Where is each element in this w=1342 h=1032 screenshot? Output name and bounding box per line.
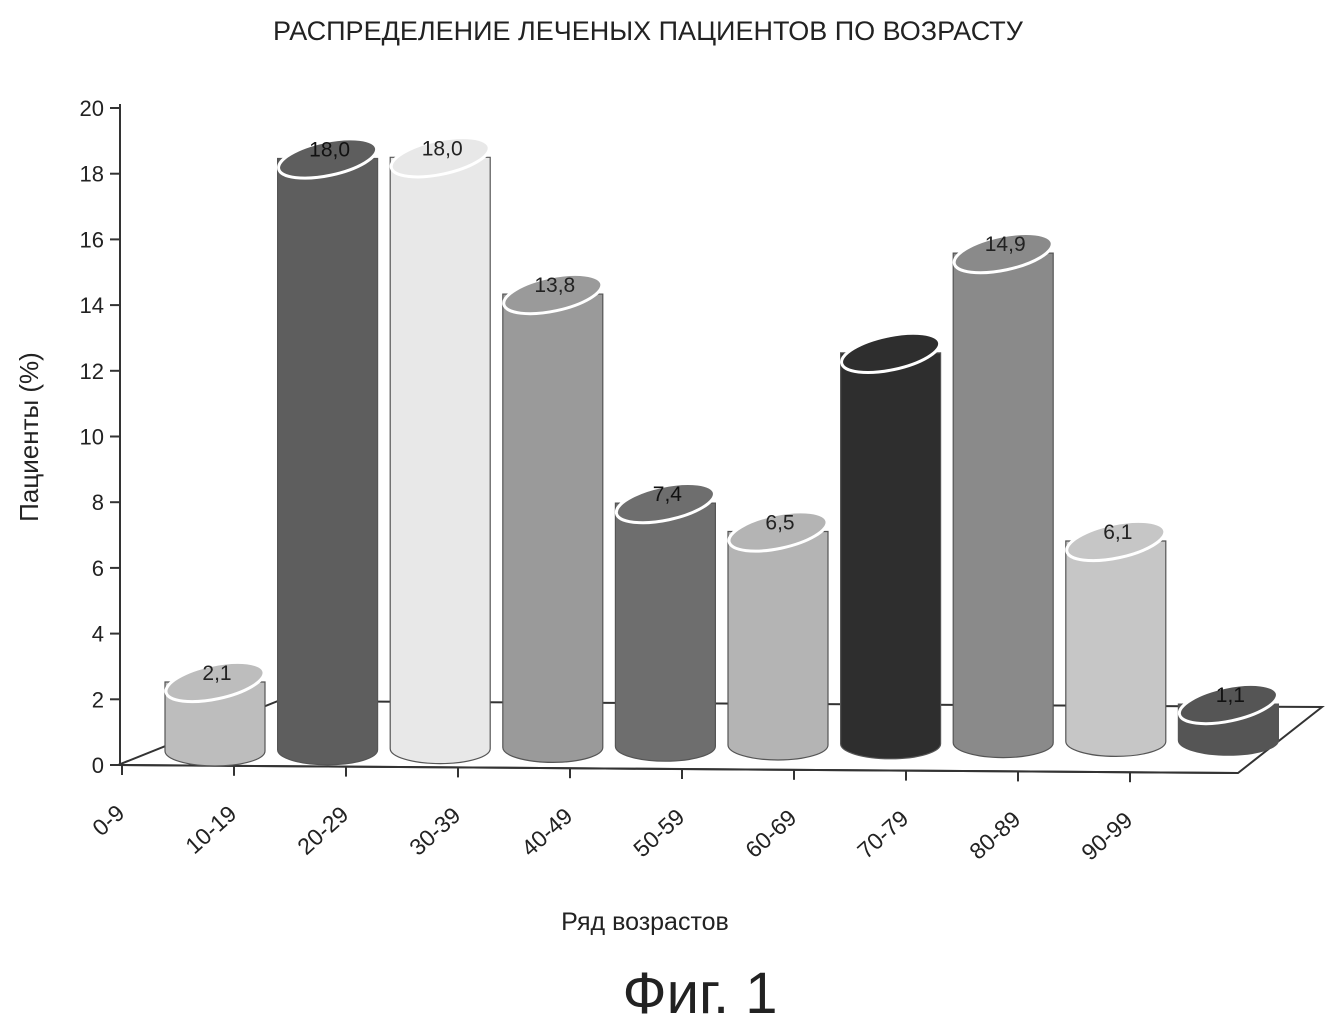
y-tick-label: 12 bbox=[80, 359, 104, 384]
x-tick-label: 0-9 bbox=[87, 799, 129, 841]
bar-value-label: 6,5 bbox=[765, 511, 794, 534]
y-tick-label: 8 bbox=[92, 490, 104, 515]
y-tick-label: 4 bbox=[92, 622, 104, 647]
bar-top bbox=[502, 272, 604, 316]
bar-value-label: 18,0 bbox=[422, 137, 463, 160]
bar-value-label: 1,1 bbox=[1216, 684, 1245, 707]
y-tick-label: 18 bbox=[80, 162, 104, 187]
x-tick-label: 40-49 bbox=[516, 803, 577, 862]
bar-cylinder-70-79 bbox=[952, 232, 1054, 759]
bar-cylinder-50-59 bbox=[727, 510, 829, 761]
y-tick-label: 20 bbox=[80, 96, 104, 121]
bar-body bbox=[389, 156, 491, 765]
x-tick-label: 10-19 bbox=[180, 800, 241, 859]
bar-value-label: 14,9 bbox=[985, 233, 1026, 256]
bar-body bbox=[277, 157, 379, 766]
x-tick-label: 30-39 bbox=[404, 802, 465, 861]
bar-body bbox=[727, 530, 829, 761]
y-tick-label: 14 bbox=[80, 293, 104, 318]
bar-top bbox=[277, 137, 379, 180]
bar-top bbox=[1065, 519, 1167, 563]
x-tick-label: 80-89 bbox=[964, 806, 1025, 865]
bar-cylinder-90-99 bbox=[1177, 682, 1279, 756]
y-axis-label: Пациенты (%) bbox=[14, 352, 44, 522]
bar-cylinder-30-39 bbox=[502, 272, 604, 763]
bar-value-label: 13,8 bbox=[534, 274, 575, 297]
bar-value-label: 6,1 bbox=[1103, 521, 1132, 544]
x-axis-line bbox=[119, 764, 1239, 774]
bar-top bbox=[164, 660, 266, 704]
bar-cylinder-80-89 bbox=[1065, 519, 1167, 757]
bar-body bbox=[502, 293, 604, 763]
bar-body bbox=[1065, 540, 1167, 757]
bar-body bbox=[614, 502, 716, 762]
bar-top bbox=[614, 481, 716, 525]
x-tick-label: 70-79 bbox=[852, 805, 913, 864]
bar-top bbox=[727, 510, 829, 553]
x-axis-label: Ряд возрастов bbox=[561, 908, 729, 936]
bar-cylinder-0-9 bbox=[164, 660, 266, 767]
bar-cylinder-10-19 bbox=[277, 137, 379, 766]
bar-value-label: 18,0 bbox=[309, 139, 350, 162]
bar-top bbox=[952, 232, 1054, 275]
chart-title: РАСПРЕДЕЛЕНИЕ ЛЕЧЕНЫХ ПАЦИЕНТОВ ПО ВОЗРА… bbox=[273, 16, 1024, 46]
y-tick-label: 16 bbox=[80, 227, 104, 252]
bar-top bbox=[840, 331, 942, 374]
bar-cylinder-40-49 bbox=[614, 481, 716, 762]
figure-caption: Фиг. 1 bbox=[622, 961, 777, 1026]
bar-body bbox=[952, 252, 1054, 759]
y-tick-label: 2 bbox=[92, 687, 104, 712]
bar-cylinder-60-69 bbox=[840, 331, 942, 760]
bar-value-label: 2,1 bbox=[202, 662, 231, 685]
x-tick-label: 50-59 bbox=[628, 803, 689, 862]
x-tick-label: 20-29 bbox=[292, 801, 353, 860]
bar-body bbox=[840, 352, 942, 760]
bar-top bbox=[389, 136, 491, 179]
y-tick-label: 10 bbox=[80, 425, 104, 450]
y-tick-label: 6 bbox=[92, 556, 104, 581]
bar-cylinder-20-29 bbox=[389, 136, 491, 765]
bar-top bbox=[1177, 682, 1279, 726]
x-tick-label: 60-69 bbox=[740, 804, 801, 863]
plot-area: 0 2 4 6 8 10 12 14 16 18 20 0-9 10-19 20-29 30-39 40-49… bbox=[80, 96, 1325, 866]
x-tick-label: 90-99 bbox=[1076, 807, 1137, 866]
y-tick-label: 0 bbox=[92, 753, 104, 778]
bar-value-label: 7,4 bbox=[653, 483, 683, 506]
